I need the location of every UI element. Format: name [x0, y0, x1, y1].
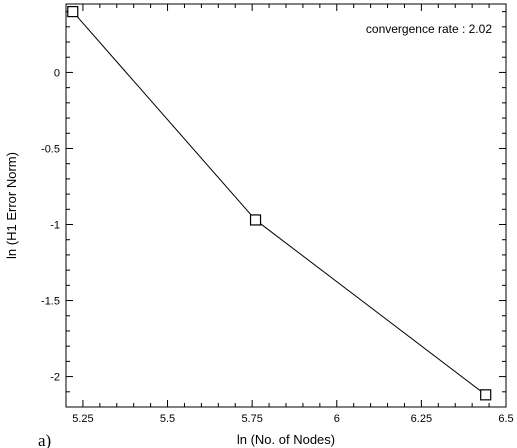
y-axis-title: ln (H1 Error Norm) [4, 152, 19, 259]
series-line [73, 12, 486, 395]
tick-labels: 5.25 5.5 5.75 6 6.25 6.5 0 -0.5 -1 -1.5 -2 [41, 67, 514, 425]
x-tick-label: 6 [334, 413, 340, 425]
plot-frame [66, 4, 506, 407]
data-point [481, 390, 491, 400]
ticks [66, 4, 506, 407]
x-tick-label: 5.75 [241, 413, 262, 425]
markers [68, 7, 491, 400]
x-tick-label: 6.25 [411, 413, 432, 425]
y-tick-label: -1 [50, 220, 60, 232]
x-tick-label: 6.5 [498, 413, 513, 425]
x-tick-label: 5.25 [72, 413, 93, 425]
convergence-rate-annotation: convergence rate : 2.02 [366, 22, 492, 36]
y-tick-label: -1.5 [41, 296, 60, 308]
y-tick-label: -2 [50, 372, 60, 384]
panel-label: a) [38, 431, 51, 448]
x-tick-label: 5.5 [160, 413, 175, 425]
data-point [68, 7, 78, 17]
data-point [251, 215, 261, 225]
x-axis-title: ln (No. of Nodes) [237, 432, 335, 447]
y-tick-label: -0.5 [41, 143, 60, 155]
y-tick-label: 0 [54, 67, 60, 79]
